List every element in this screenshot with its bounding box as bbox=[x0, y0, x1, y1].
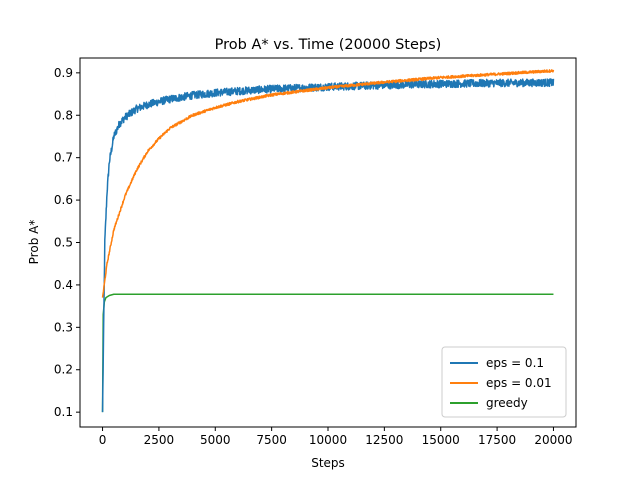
x-tick-label: 15000 bbox=[422, 433, 460, 447]
x-tick-label: 10000 bbox=[309, 433, 347, 447]
x-tick-label: 12500 bbox=[365, 433, 403, 447]
x-tick-label: 5000 bbox=[200, 433, 231, 447]
series-line-eps-0-1 bbox=[101, 78, 555, 413]
series-line-eps-0-01 bbox=[101, 69, 555, 298]
x-axis-label: Steps bbox=[311, 456, 345, 470]
y-tick-label: 0.1 bbox=[54, 405, 73, 419]
x-tick-label: 7500 bbox=[256, 433, 287, 447]
x-tick-label: 2500 bbox=[144, 433, 175, 447]
y-tick-label: 0.5 bbox=[54, 236, 73, 250]
y-tick-label: 0.8 bbox=[54, 108, 73, 122]
legend-box bbox=[441, 346, 567, 418]
y-tick-label: 0.9 bbox=[54, 66, 73, 80]
legend-entry: greedy bbox=[486, 396, 528, 410]
legend-entry: eps = 0.1 bbox=[486, 356, 544, 370]
y-axis-label: Prob A* bbox=[27, 220, 41, 265]
y-tick-label: 0.4 bbox=[54, 278, 73, 292]
y-tick-label: 0.2 bbox=[54, 363, 73, 377]
legend: eps = 0.1 eps = 0.01 greedy bbox=[441, 346, 567, 418]
y-tick-label: 0.7 bbox=[54, 151, 73, 165]
x-tick-label: 17500 bbox=[478, 433, 516, 447]
axis-ticks: 0 2500 5000 7500 10000 12500 15000 17500 20000 0.… bbox=[54, 66, 573, 447]
chart-title: Prob A* vs. Time (20000 Steps) bbox=[215, 37, 442, 53]
legend-entry: eps = 0.01 bbox=[486, 376, 552, 390]
x-tick-label: 0 bbox=[99, 433, 107, 447]
x-tick-label: 20000 bbox=[534, 433, 572, 447]
y-tick-label: 0.3 bbox=[54, 320, 73, 334]
y-tick-label: 0.6 bbox=[54, 193, 73, 207]
plot-area bbox=[101, 69, 555, 413]
